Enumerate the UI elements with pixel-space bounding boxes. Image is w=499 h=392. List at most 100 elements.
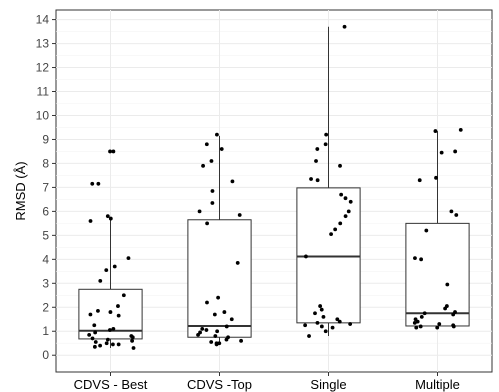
data-point — [92, 344, 97, 349]
data-point — [338, 163, 342, 168]
data-point — [343, 196, 348, 201]
data-point — [319, 307, 324, 312]
data-point — [205, 221, 210, 226]
data-point — [216, 295, 221, 300]
data-points — [87, 24, 463, 350]
data-point — [314, 159, 318, 163]
data-point — [434, 175, 438, 180]
data-point — [313, 311, 317, 316]
data-point — [348, 199, 353, 204]
data-point — [303, 323, 308, 328]
data-point — [348, 322, 353, 326]
data-point — [205, 300, 209, 305]
data-point — [453, 149, 458, 154]
data-point — [414, 325, 419, 330]
data-point — [96, 308, 100, 313]
data-point — [449, 209, 454, 214]
data-point — [90, 181, 95, 186]
data-point — [422, 311, 427, 316]
data-point — [209, 340, 214, 344]
data-point — [443, 306, 448, 311]
y-tick-label: 9 — [42, 132, 49, 146]
data-point — [93, 330, 98, 335]
data-point — [337, 319, 342, 324]
data-point — [343, 214, 348, 219]
y-tick-label: 13 — [36, 37, 50, 51]
y-tick-label: 7 — [42, 180, 49, 194]
data-point — [104, 268, 109, 273]
data-point — [458, 127, 463, 132]
y-tick-label: 11 — [37, 85, 50, 99]
data-point — [92, 323, 97, 328]
data-point — [224, 337, 229, 342]
data-point — [412, 320, 417, 325]
data-point — [419, 314, 424, 319]
data-point — [222, 310, 227, 314]
data-point — [93, 340, 98, 344]
data-point — [415, 319, 420, 324]
data-point — [98, 343, 103, 348]
data-point — [112, 264, 117, 269]
y-tick-label: 6 — [42, 204, 49, 218]
data-point — [126, 256, 131, 261]
data-point — [116, 304, 120, 308]
data-point — [237, 213, 242, 217]
data-point — [229, 317, 234, 322]
y-tick-label: 4 — [42, 252, 49, 266]
data-point — [445, 282, 450, 287]
data-point — [318, 304, 323, 308]
data-point — [451, 324, 456, 329]
y-tick-label: 0 — [42, 348, 49, 362]
data-point — [116, 313, 121, 318]
data-point — [315, 320, 320, 325]
data-point — [319, 324, 324, 329]
data-point — [121, 293, 126, 298]
x-category-label: Single — [310, 377, 346, 392]
x-category-label: CDVS -Top — [187, 377, 252, 392]
data-point — [307, 334, 311, 338]
data-point — [105, 337, 110, 342]
data-point — [304, 254, 308, 259]
data-point — [346, 209, 351, 214]
data-point — [413, 256, 417, 261]
data-point — [87, 332, 92, 337]
data-point — [204, 142, 209, 147]
data-point — [323, 329, 328, 334]
data-point — [210, 189, 215, 193]
data-point — [339, 192, 344, 197]
y-tick-label: 3 — [42, 276, 49, 290]
data-point — [212, 312, 217, 317]
data-point — [209, 159, 214, 163]
data-point — [214, 342, 219, 347]
data-point — [98, 279, 103, 283]
data-point — [342, 24, 347, 29]
data-point — [224, 324, 229, 329]
data-point — [451, 312, 456, 317]
data-point — [230, 179, 235, 184]
data-point — [424, 228, 429, 233]
data-point — [130, 335, 135, 340]
y-tick-label: 10 — [36, 108, 50, 122]
data-point — [110, 342, 115, 347]
data-point — [90, 336, 95, 341]
data-point — [329, 232, 333, 237]
data-point — [116, 342, 121, 347]
box-iqr — [405, 222, 470, 327]
data-point — [235, 261, 240, 265]
y-tick-label: 8 — [42, 156, 49, 170]
data-point — [439, 150, 444, 155]
data-point — [108, 216, 113, 221]
y-tick-label: 5 — [42, 228, 49, 242]
data-point — [239, 338, 243, 343]
data-point — [197, 209, 202, 214]
data-point — [88, 219, 93, 223]
data-point — [433, 129, 438, 133]
data-point — [213, 334, 218, 338]
data-point — [88, 312, 93, 317]
data-point — [108, 149, 112, 154]
data-point — [104, 341, 109, 346]
data-point — [215, 132, 219, 137]
data-point — [435, 325, 440, 330]
